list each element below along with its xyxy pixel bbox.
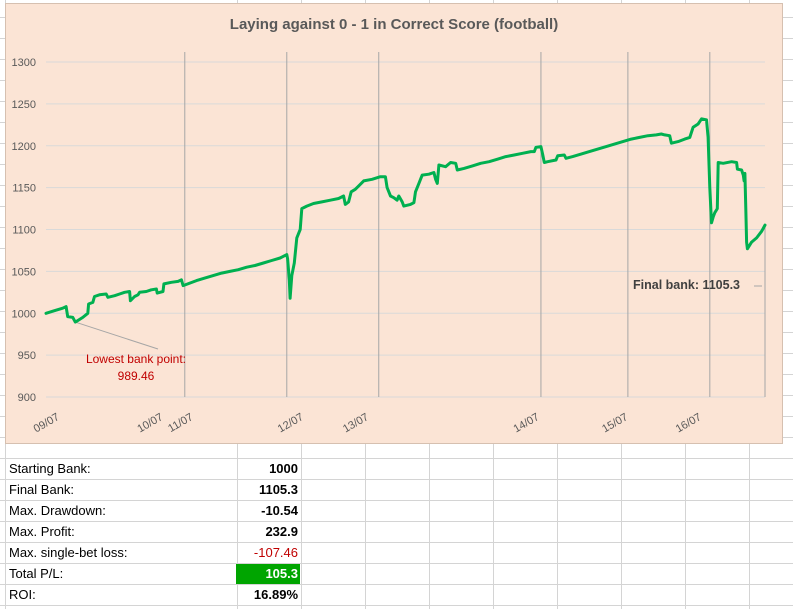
x-tick-label: 10/07 (135, 411, 165, 435)
lowest-leader-line (75, 321, 159, 350)
stat-label[interactable]: ROI: (9, 587, 36, 602)
x-tick-label: 09/07 (32, 411, 62, 435)
y-tick-label: 1300 (12, 57, 36, 69)
stat-row: Total P/L: 105.3 (0, 564, 793, 585)
stat-row: Starting Bank: 1000 (0, 459, 793, 480)
lowest-bank-annotation: Lowest bank point: 989.46 (76, 351, 196, 385)
stat-value[interactable]: 16.89% (253, 587, 298, 602)
y-tick-label: 1050 (12, 266, 36, 278)
x-tick-label: 14/07 (512, 411, 542, 435)
stat-value[interactable]: -107.46 (253, 545, 298, 560)
stat-row: Max. Profit: 232.9 (0, 522, 793, 543)
y-tick-label: 1100 (12, 225, 36, 237)
stat-value[interactable]: -10.54 (261, 503, 298, 518)
stat-label[interactable]: Max. single-bet loss: (9, 545, 128, 560)
stat-label[interactable]: Max. Profit: (9, 524, 75, 539)
stat-value[interactable]: 1000 (269, 461, 298, 476)
x-tick-label: 12/07 (276, 411, 306, 435)
stat-row: ROI: 16.89% (0, 585, 793, 606)
y-tick-label: 900 (18, 392, 36, 404)
y-tick-label: 950 (18, 350, 36, 362)
chart-title: Laying against 0 - 1 in Correct Score (f… (229, 16, 559, 33)
stat-row: Max. single-bet loss: -107.46 (0, 543, 793, 564)
stat-label[interactable]: Total P/L: (9, 566, 64, 581)
y-tick-label: 1200 (12, 141, 36, 153)
stat-row: Final Bank: 1105.3 (0, 480, 793, 501)
series-line (44, 117, 767, 324)
y-tick-label: 1000 (12, 308, 36, 320)
stat-label[interactable]: Final Bank: (9, 482, 75, 497)
line-chart: 900 950 1000 1050 1100 1150 1200 1250 1300 09/07 1… (12, 52, 767, 435)
lowest-bank-label: Lowest bank point: (85, 352, 187, 366)
x-tick-label: 11/07 (166, 411, 195, 435)
stat-value[interactable]: 1105.3 (258, 482, 298, 497)
stat-label[interactable]: Starting Bank: (9, 461, 91, 476)
final-bank-annotation: Final bank: 1105.3 (633, 278, 740, 292)
stat-label[interactable]: Max. Drawdown: (9, 503, 106, 518)
stat-value[interactable]: 105.3 (236, 564, 300, 584)
x-tick-label: 15/07 (600, 411, 630, 435)
x-tick-label: 13/07 (341, 411, 371, 435)
chart-area[interactable]: Laying against 0 - 1 in Correct Score (f… (5, 3, 783, 444)
y-tick-label: 1250 (12, 99, 36, 111)
x-tick-label: 16/07 (674, 411, 704, 435)
stat-value[interactable]: 232.9 (265, 524, 298, 539)
stat-row: Max. Drawdown: -10.54 (0, 501, 793, 522)
y-tick-label: 1150 (12, 183, 36, 195)
lowest-bank-value: 989.46 (117, 369, 155, 383)
